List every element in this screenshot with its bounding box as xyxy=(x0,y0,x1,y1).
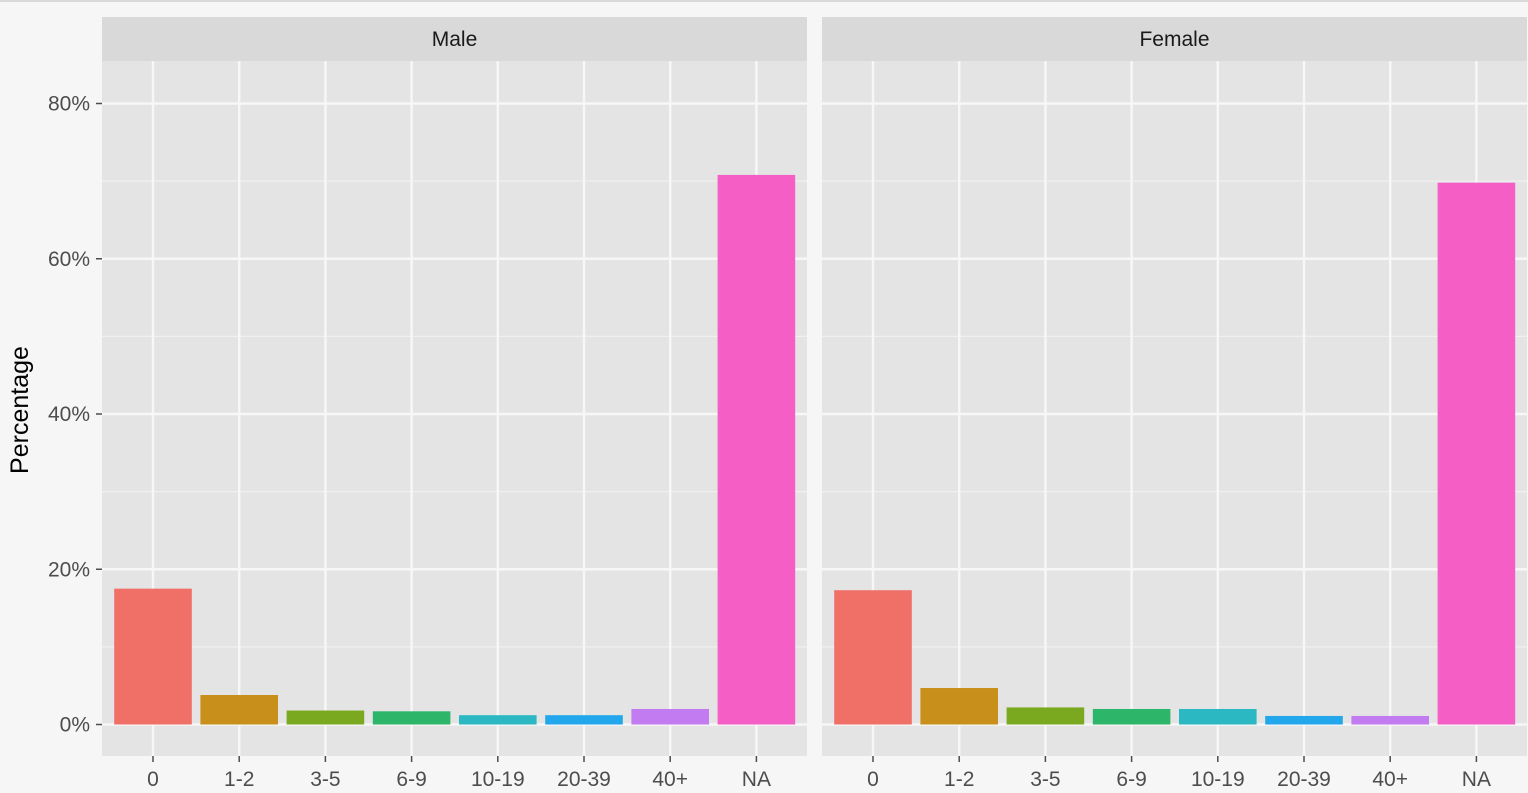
facet-strip-label: Male xyxy=(432,28,478,51)
x-tick-label: 6-9 xyxy=(1116,768,1146,791)
y-axis: 0% 20% 40% 60% 80% xyxy=(48,93,102,737)
x-tick-label: 1-2 xyxy=(944,768,974,791)
bar-male-20-39 xyxy=(545,715,623,725)
bar-female-1-2 xyxy=(920,688,998,725)
bar-female-NA xyxy=(1437,182,1516,725)
x-tick-label: 6-9 xyxy=(396,768,426,791)
bar-male-0 xyxy=(114,588,192,725)
x-tick-label: NA xyxy=(1462,768,1491,791)
x-tick-label: 10-19 xyxy=(471,768,525,791)
x-tick-label: 20-39 xyxy=(557,768,611,791)
x-tick-label: 10-19 xyxy=(1191,768,1245,791)
x-tick-label: 0 xyxy=(147,768,159,791)
facet-strip xyxy=(822,17,1527,61)
bar-female-6-9 xyxy=(1092,708,1171,725)
plot-background xyxy=(102,61,807,756)
x-tick-label: 3-5 xyxy=(1030,768,1060,791)
y-tick-label: 0% xyxy=(60,714,90,737)
x-tick-label: 20-39 xyxy=(1277,768,1331,791)
y-tick-label: 60% xyxy=(48,248,90,271)
panel-female: Female 0 1-2 3-5 6-9 10-19 20-39 40+ NA xyxy=(822,17,1527,791)
y-tick-label: 20% xyxy=(48,558,90,581)
panels: Male 0 1-2 3-5 6-9 10-19 20-39 40+ NA Female 0 1-2 3… xyxy=(48,17,1527,791)
plot-background xyxy=(822,61,1527,756)
x-tick-label: 3-5 xyxy=(310,768,340,791)
bar-male-40+ xyxy=(631,708,709,725)
bar-female-40+ xyxy=(1351,715,1429,725)
x-tick-label: 1-2 xyxy=(224,768,254,791)
x-tick-label: 40+ xyxy=(652,768,688,791)
bar-female-10-19 xyxy=(1179,708,1257,725)
bar-male-NA xyxy=(717,174,796,725)
bar-female-20-39 xyxy=(1265,715,1343,725)
x-tick-label: 40+ xyxy=(1372,768,1408,791)
x-tick-label: 0 xyxy=(867,768,879,791)
facet-strip-label: Female xyxy=(1139,28,1209,51)
facet-strip xyxy=(102,17,807,61)
bar-female-3-5 xyxy=(1006,707,1085,725)
bar-male-6-9 xyxy=(372,711,451,725)
y-axis-title: Percentage xyxy=(6,346,34,474)
bar-male-1-2 xyxy=(200,695,278,725)
bar-male-3-5 xyxy=(286,710,365,725)
bar-male-10-19 xyxy=(459,715,537,725)
y-tick-label: 80% xyxy=(48,93,90,116)
x-tick-label: NA xyxy=(742,768,771,791)
bar-female-0 xyxy=(834,590,912,725)
panel-male: Male 0 1-2 3-5 6-9 10-19 20-39 40+ NA xyxy=(102,17,807,791)
y-tick-label: 40% xyxy=(48,403,90,426)
